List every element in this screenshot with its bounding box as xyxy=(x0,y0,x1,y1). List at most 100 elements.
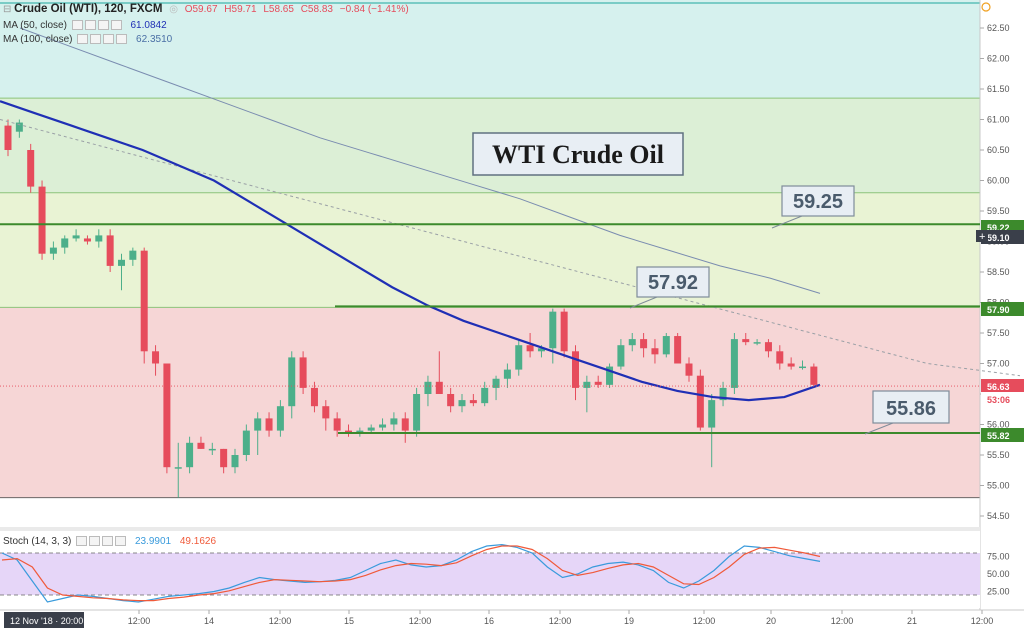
candle-body[interactable] xyxy=(299,357,307,388)
candle-body[interactable] xyxy=(208,448,216,451)
candle-body[interactable] xyxy=(72,235,80,239)
candle-body[interactable] xyxy=(799,366,806,369)
candle-body[interactable] xyxy=(390,418,398,425)
candle-body[interactable] xyxy=(231,455,239,468)
candle-body[interactable] xyxy=(322,406,330,419)
candle-body[interactable] xyxy=(379,424,387,428)
candle-body[interactable] xyxy=(447,394,455,407)
plus-icon[interactable] xyxy=(103,34,115,45)
candle-body[interactable] xyxy=(27,150,35,187)
stoch-legend[interactable]: Stoch (14, 3, 3) 23.9901 49.1626 xyxy=(3,536,216,547)
gear-icon[interactable] xyxy=(89,536,101,547)
candle-body[interactable] xyxy=(401,418,409,431)
collapse-icon[interactable]: ⊟ xyxy=(3,4,12,15)
close-icon[interactable] xyxy=(110,20,122,31)
annotation-55-86[interactable]: 55.86 xyxy=(864,390,950,435)
candle-body[interactable] xyxy=(515,345,523,370)
eye-icon[interactable] xyxy=(76,536,88,547)
candle-body[interactable] xyxy=(458,400,466,407)
candle-body[interactable] xyxy=(220,448,228,468)
candle-body[interactable] xyxy=(413,394,421,431)
candle-body[interactable] xyxy=(617,345,625,367)
candle-body[interactable] xyxy=(118,259,125,266)
candle-body[interactable] xyxy=(61,238,69,248)
candle-body[interactable] xyxy=(163,363,171,468)
time-tick-label: 19 xyxy=(624,616,634,626)
pane-divider[interactable] xyxy=(0,527,980,531)
candle-body[interactable] xyxy=(810,366,818,385)
candle-body[interactable] xyxy=(276,406,284,431)
candle-body[interactable] xyxy=(719,387,727,401)
plus-icon[interactable] xyxy=(97,20,109,31)
candle-body[interactable] xyxy=(95,235,103,242)
zone-lower xyxy=(0,307,980,498)
candle-body[interactable] xyxy=(288,357,296,407)
settings-icon[interactable]: ◎ xyxy=(169,4,178,15)
candle-body[interactable] xyxy=(651,348,659,355)
ma50-legend[interactable]: MA (50, close) 61.0842 xyxy=(3,20,167,31)
annotation-57-92[interactable]: 57.92 xyxy=(629,266,710,309)
candle-body[interactable] xyxy=(49,247,57,254)
annotation-59-25[interactable]: 59.25 xyxy=(771,185,855,229)
candle-body[interactable] xyxy=(674,336,682,364)
candle-body[interactable] xyxy=(469,400,477,404)
candle-body[interactable] xyxy=(197,442,205,449)
candle-body[interactable] xyxy=(708,400,716,428)
candle-body[interactable] xyxy=(129,250,137,260)
candle-body[interactable] xyxy=(15,122,23,132)
close-icon[interactable] xyxy=(115,536,127,547)
candle-body[interactable] xyxy=(662,336,670,355)
candle-body[interactable] xyxy=(640,339,648,349)
candle-body[interactable] xyxy=(254,418,262,431)
candle-body[interactable] xyxy=(152,351,160,364)
price-tick-label: 60.00 xyxy=(987,176,1010,186)
candle-body[interactable] xyxy=(685,363,693,376)
gear-icon[interactable] xyxy=(90,34,102,45)
candle-body[interactable] xyxy=(310,387,318,407)
candle-body[interactable] xyxy=(764,342,772,352)
candle-body[interactable] xyxy=(38,186,46,254)
eye-icon[interactable] xyxy=(71,20,83,31)
candle-body[interactable] xyxy=(424,381,432,394)
candle-body[interactable] xyxy=(106,235,114,266)
candle-body[interactable] xyxy=(83,238,91,242)
candle-body[interactable] xyxy=(492,378,500,388)
candle-body[interactable] xyxy=(753,342,761,344)
candle-body[interactable] xyxy=(730,339,738,388)
candle-body[interactable] xyxy=(526,345,534,352)
candle-body[interactable] xyxy=(537,348,545,352)
candle-body[interactable] xyxy=(549,311,557,349)
candle-body[interactable] xyxy=(265,418,273,431)
ma100-legend[interactable]: MA (100, close) 62.3510 xyxy=(3,34,172,45)
candle-body[interactable] xyxy=(606,366,614,385)
candle-body[interactable] xyxy=(242,430,250,455)
candle-body[interactable] xyxy=(787,363,795,367)
plus-icon[interactable] xyxy=(102,536,114,547)
candle-body[interactable] xyxy=(503,369,511,379)
candle-body[interactable] xyxy=(583,381,591,388)
candle-body[interactable] xyxy=(560,311,568,352)
candle-body[interactable] xyxy=(333,418,341,431)
candle-body[interactable] xyxy=(742,339,750,343)
candle-body[interactable] xyxy=(186,442,194,468)
candle-body[interactable] xyxy=(4,125,12,150)
candle-body[interactable] xyxy=(594,381,602,385)
gear-icon[interactable] xyxy=(84,20,96,31)
candle-body[interactable] xyxy=(367,427,375,431)
candle-body[interactable] xyxy=(776,351,784,364)
candle-body[interactable] xyxy=(628,339,636,346)
callout-label: 57.92 xyxy=(648,272,698,294)
alert-clock-icon[interactable] xyxy=(981,2,991,12)
candle-body[interactable] xyxy=(572,351,579,388)
candle-body[interactable] xyxy=(481,387,489,404)
candle-body[interactable] xyxy=(696,375,704,428)
close-icon[interactable] xyxy=(116,34,128,45)
candle-body[interactable] xyxy=(140,250,148,352)
candle-body[interactable] xyxy=(435,381,443,394)
candle-body[interactable] xyxy=(174,467,182,469)
eye-icon[interactable] xyxy=(77,34,89,45)
time-tick-label: 12:00 xyxy=(128,616,151,626)
crosshair-plus-icon[interactable] xyxy=(976,230,988,242)
